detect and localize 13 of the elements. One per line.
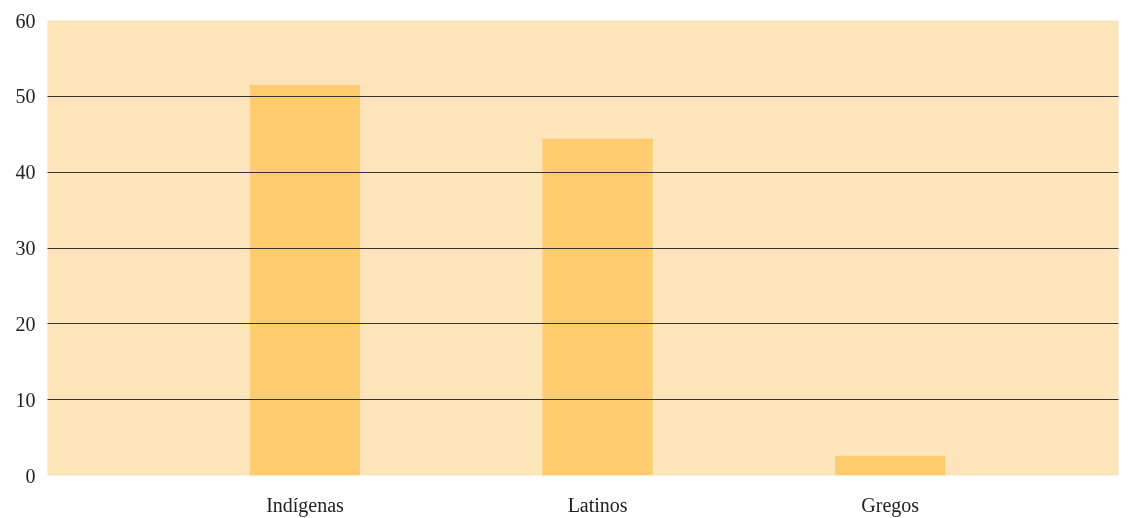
x-tick-label: Latinos [567,493,628,516]
y-tick-label: 50 [15,85,36,108]
y-tick-label: 60 [15,9,36,32]
y-tick-label: 10 [15,388,36,411]
bar [835,455,946,476]
bar [542,138,653,476]
x-tick-label: Indígenas [266,493,345,517]
bar [249,84,361,476]
y-tick-label: 20 [15,312,36,335]
x-tick-label: Gregos [861,493,920,517]
y-tick-label: 40 [15,161,36,184]
y-tick-label: 0 [25,464,36,487]
y-tick-label: 30 [15,237,36,259]
